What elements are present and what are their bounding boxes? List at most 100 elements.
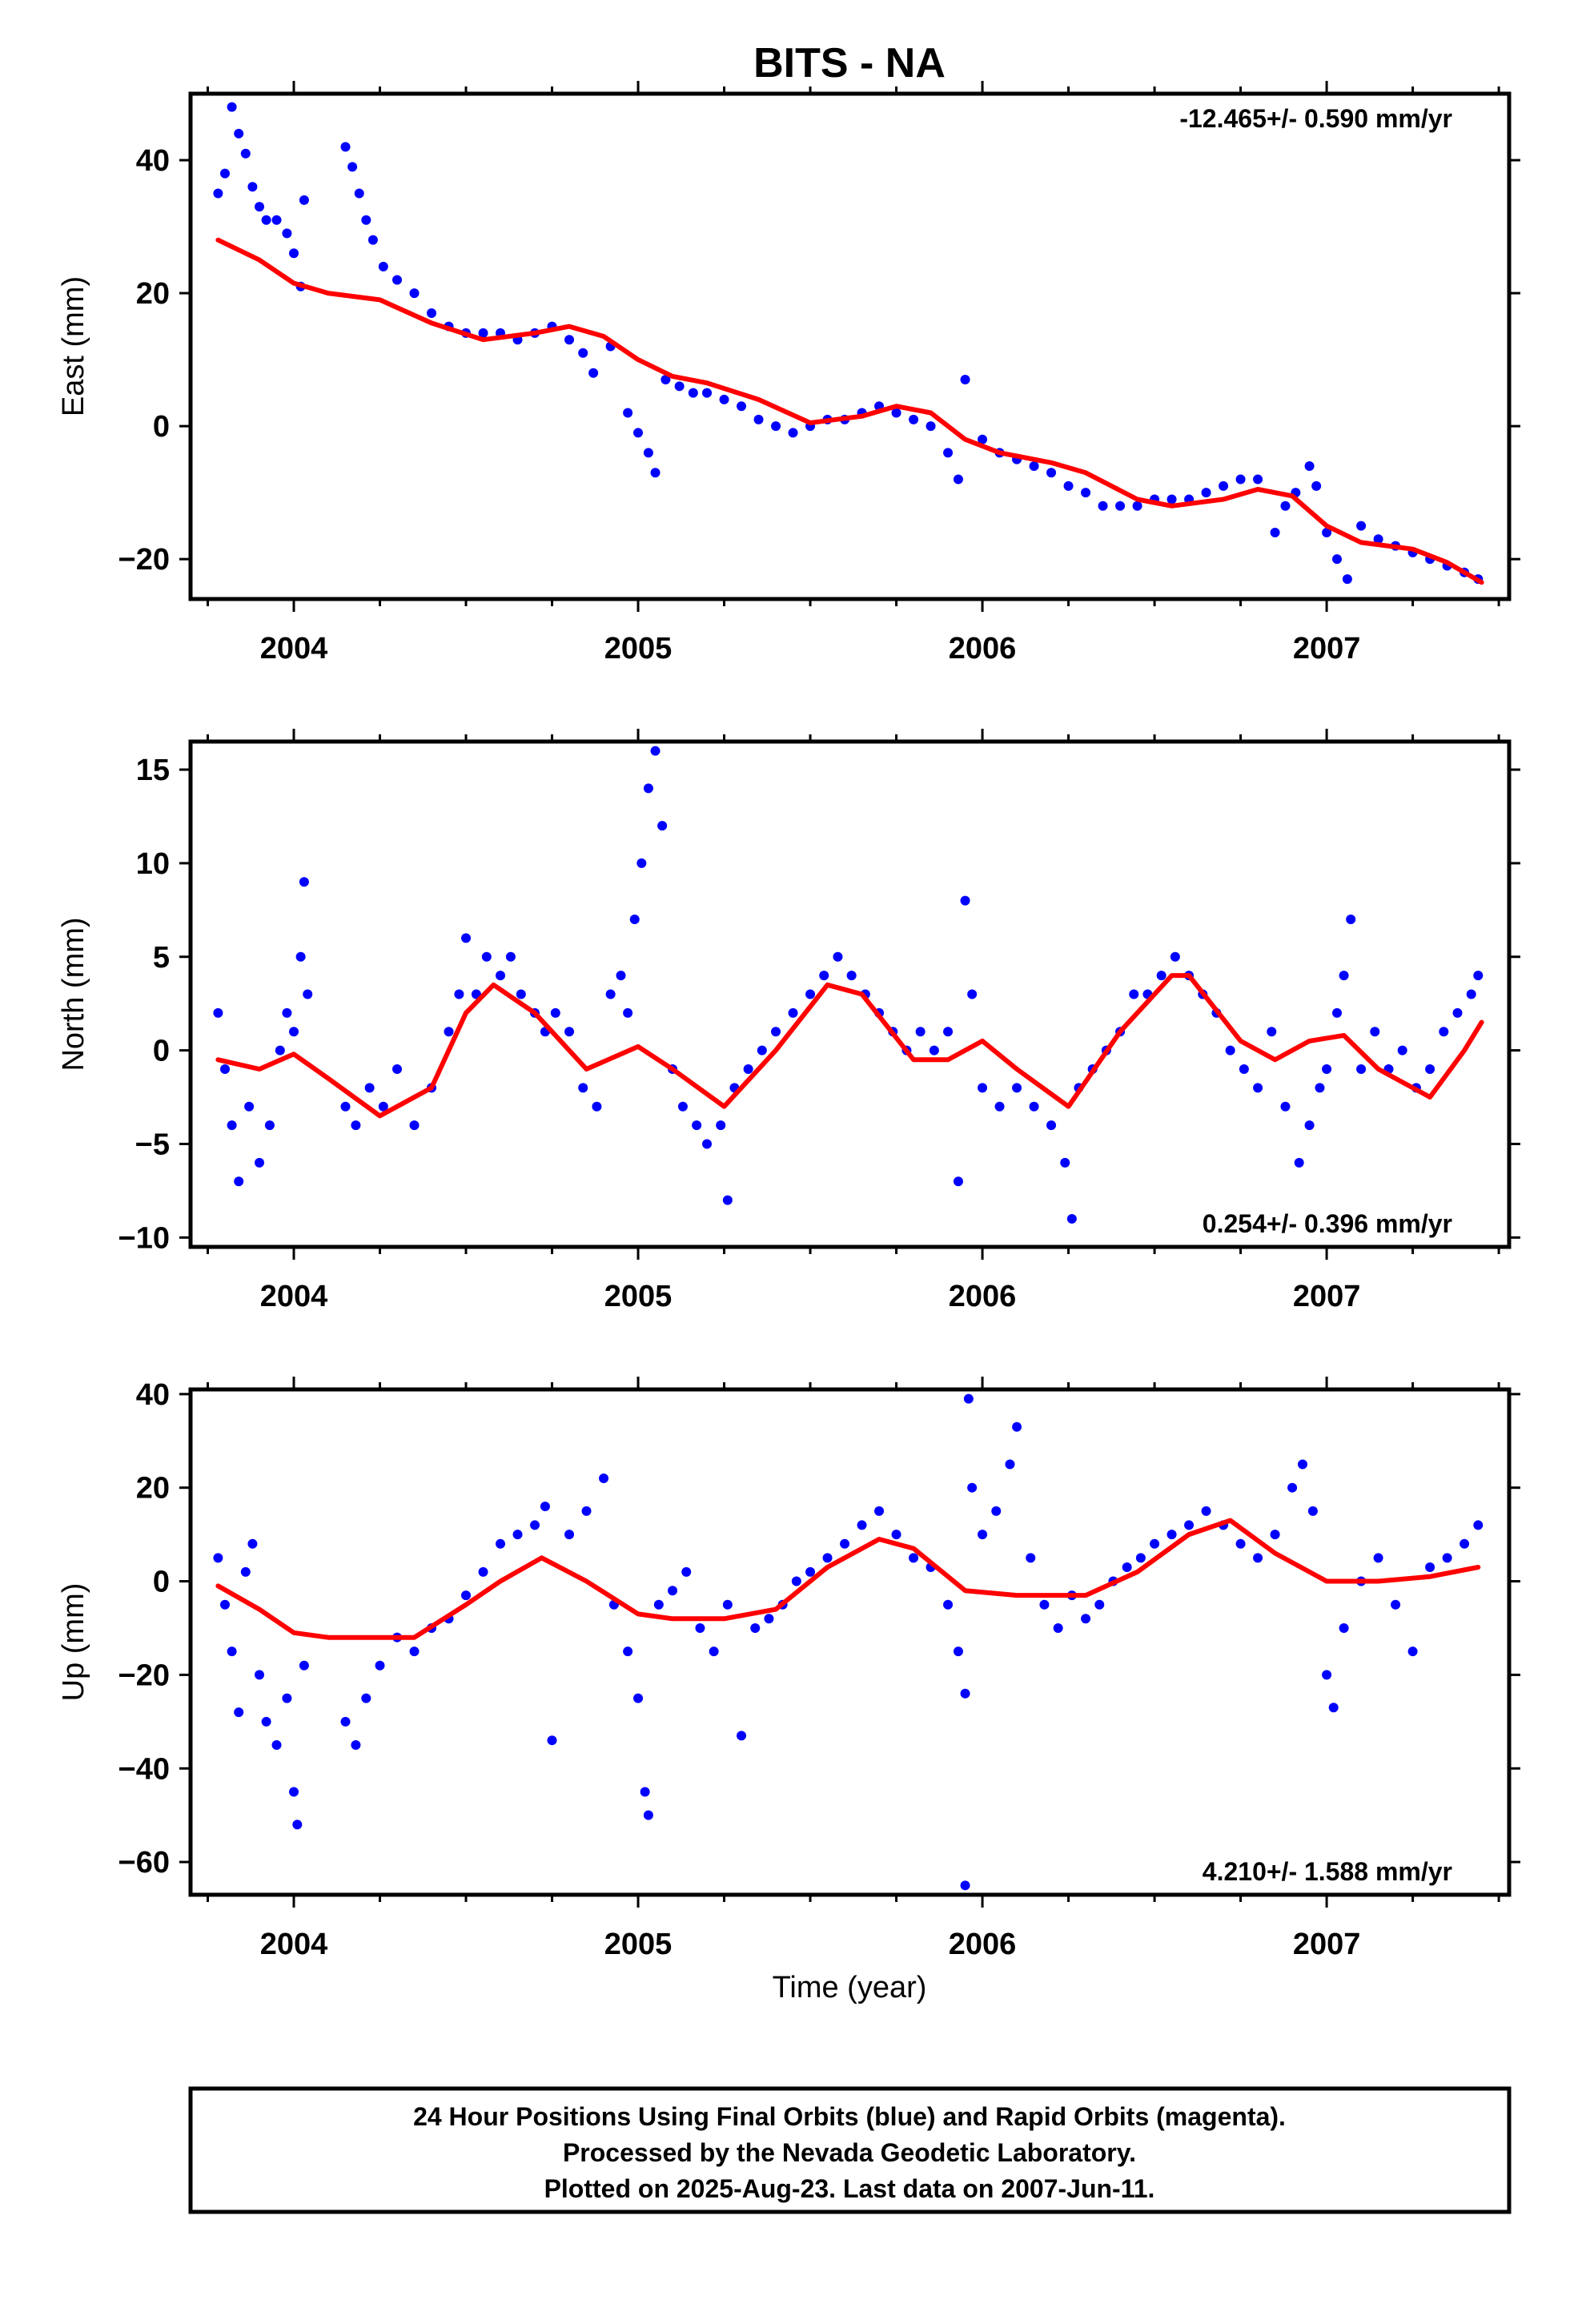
north-y-tick-label: −5 bbox=[135, 1128, 170, 1161]
north-data-point bbox=[1239, 1063, 1249, 1074]
north-data-point bbox=[1315, 1083, 1325, 1093]
up-panel: −60 −40 −20 0 20 40 2004 2005 2006 2007 Up (mm) 4.2… bbox=[57, 1377, 1520, 1961]
north-data-point bbox=[1046, 1120, 1057, 1131]
up-y-tick-label: −40 bbox=[118, 1752, 170, 1786]
east-data-point bbox=[1132, 501, 1142, 511]
up-data-point bbox=[1328, 1703, 1339, 1713]
up-data-point bbox=[581, 1506, 592, 1516]
north-data-point bbox=[605, 989, 616, 999]
north-panel: −10 −5 0 5 10 15 2004 2005 2006 2007 North (mm) 0.2… bbox=[57, 729, 1520, 1313]
north-data-point bbox=[1225, 1045, 1235, 1055]
east-y-tick-label: 20 bbox=[136, 277, 170, 311]
up-data-point bbox=[282, 1693, 292, 1703]
up-data-point bbox=[643, 1810, 653, 1820]
caption-line-3: Plotted on 2025-Aug-23. Last data on 200… bbox=[544, 2174, 1155, 2203]
up-data-point bbox=[496, 1538, 506, 1549]
north-data-point bbox=[264, 1120, 275, 1131]
east-data-point bbox=[1304, 460, 1315, 471]
east-data-point bbox=[926, 421, 936, 432]
east-data-point bbox=[367, 235, 378, 245]
up-fit-curve bbox=[215, 1518, 1481, 1640]
north-x-tick-label: 2007 bbox=[1293, 1280, 1361, 1313]
up-y-tick-label: −20 bbox=[118, 1659, 170, 1692]
east-data-point bbox=[702, 388, 713, 398]
up-data-point bbox=[540, 1502, 550, 1512]
north-data-point bbox=[819, 971, 829, 981]
figure-title: BITS - NA bbox=[753, 40, 946, 86]
up-data-point bbox=[1039, 1599, 1050, 1610]
up-data-point bbox=[599, 1474, 609, 1484]
east-data-point bbox=[282, 228, 292, 239]
east-frame bbox=[188, 91, 1512, 601]
east-data-point bbox=[737, 401, 747, 412]
x-axis-label: Time (year) bbox=[773, 1971, 927, 2004]
up-data-point bbox=[247, 1538, 258, 1549]
up-data-point bbox=[261, 1716, 271, 1727]
up-data-point bbox=[805, 1566, 816, 1577]
up-y-axis-label: Up (mm) bbox=[57, 1583, 90, 1702]
north-data-point bbox=[1304, 1120, 1315, 1131]
up-data-point bbox=[240, 1566, 251, 1577]
east-data-point bbox=[633, 428, 644, 438]
up-data-point bbox=[1287, 1482, 1298, 1493]
north-data-point bbox=[244, 1101, 255, 1112]
north-data-point bbox=[960, 895, 970, 906]
east-data-point bbox=[978, 434, 988, 444]
east-x-tick-label: 2004 bbox=[260, 632, 328, 665]
up-data-point bbox=[1005, 1459, 1015, 1470]
up-data-point bbox=[978, 1530, 988, 1540]
east-data-point bbox=[1098, 501, 1108, 511]
up-data-point bbox=[681, 1566, 692, 1577]
up-data-point bbox=[461, 1590, 472, 1601]
up-data-point bbox=[409, 1647, 420, 1657]
up-data-point bbox=[909, 1553, 919, 1563]
north-data-point bbox=[657, 821, 668, 831]
east-data-point bbox=[478, 328, 488, 338]
east-data-point bbox=[392, 275, 403, 285]
up-data-point bbox=[791, 1576, 801, 1586]
east-y-tick-label: −20 bbox=[118, 543, 170, 577]
north-data-point bbox=[505, 951, 516, 962]
north-frame bbox=[188, 739, 1512, 1249]
north-data-point bbox=[1397, 1045, 1407, 1055]
north-data-point bbox=[846, 971, 857, 981]
north-data-point bbox=[1356, 1063, 1367, 1074]
up-data-point bbox=[1339, 1622, 1349, 1633]
up-data-point bbox=[1253, 1553, 1263, 1563]
up-data-point bbox=[1297, 1459, 1307, 1470]
east-x-tick-label: 2005 bbox=[604, 632, 673, 665]
up-data-point bbox=[764, 1614, 774, 1624]
east-data-point bbox=[1219, 480, 1229, 491]
north-data-point bbox=[1170, 951, 1180, 962]
up-data-point bbox=[737, 1731, 747, 1741]
east-data-point bbox=[1166, 494, 1177, 505]
up-data-point bbox=[1425, 1562, 1435, 1573]
up-y-tick-label: 0 bbox=[153, 1566, 170, 1599]
east-data-point bbox=[227, 102, 237, 112]
north-y-tick-label: −10 bbox=[118, 1221, 170, 1255]
north-data-point bbox=[1156, 971, 1166, 981]
east-data-point bbox=[1046, 468, 1057, 478]
up-data-point bbox=[633, 1693, 644, 1703]
north-data-point bbox=[1425, 1063, 1435, 1074]
up-data-point bbox=[1081, 1614, 1091, 1624]
north-data-point bbox=[409, 1120, 420, 1131]
east-data-point bbox=[688, 388, 698, 398]
east-data-point bbox=[1322, 527, 1332, 537]
east-data-point bbox=[234, 128, 244, 139]
east-x-tick-label: 2006 bbox=[949, 632, 1017, 665]
up-data-point bbox=[1094, 1599, 1105, 1610]
up-data-point bbox=[478, 1566, 488, 1577]
east-data-point bbox=[643, 448, 653, 458]
up-data-point bbox=[512, 1530, 523, 1540]
up-data-point bbox=[1322, 1670, 1332, 1680]
up-data-point bbox=[1012, 1421, 1022, 1432]
north-data-point bbox=[929, 1045, 939, 1055]
north-data-point bbox=[220, 1063, 231, 1074]
east-data-point bbox=[1331, 554, 1342, 565]
east-data-point bbox=[1270, 527, 1280, 537]
east-y-tick-label: 40 bbox=[136, 144, 170, 178]
up-data-point bbox=[351, 1740, 361, 1751]
north-data-point bbox=[1066, 1213, 1077, 1224]
